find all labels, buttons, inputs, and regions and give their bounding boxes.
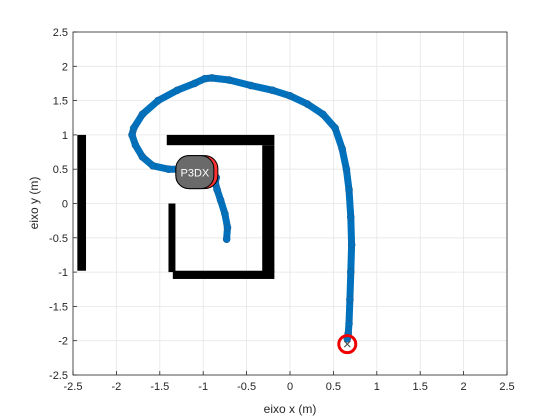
y-tick-label: 1.5 [53,96,68,108]
x-tick-label: -0.5 [237,381,256,393]
wall-segment [166,134,275,146]
path-point [213,185,221,194]
y-tick-label: 0 [62,199,68,211]
path-point [331,124,339,132]
x-tick-label: -2 [112,381,122,393]
path-point [190,79,199,88]
x-tick-label: -1.5 [150,381,169,393]
path-point [221,209,229,218]
path-point [346,295,354,304]
y-tick-label: 0.5 [53,164,68,176]
obstacle-walls [77,134,275,279]
y-tick-label: -1 [58,267,68,279]
x-tick-labels: -2.5 -2 -1.5 -1 -0.5 0 0.5 1 1.5 2 2.5 [64,381,515,393]
wall-segment [77,134,87,271]
x-tick-label: 0.5 [326,381,341,393]
path-point [201,74,209,83]
path-point [347,240,356,249]
y-tick-label: 2 [62,61,68,73]
wall-segment [168,203,176,273]
path-point [154,96,162,105]
path-point [286,91,294,100]
path-point [247,81,255,90]
path-point [131,141,140,149]
target-marker [337,334,358,355]
path-point [216,196,225,204]
path-point [138,110,147,119]
tick-marks [72,31,508,376]
path-point [208,74,216,82]
y-tick-label: 2.5 [53,27,68,39]
y-tick-label: -1.5 [49,301,68,313]
path-point [319,110,327,119]
x-tick-label: 1.5 [413,381,428,393]
target-cross-b [343,340,351,348]
y-tick-labels: -2.5 -2 -1.5 -1 -0.5 0 0.5 1 1.5 2 2.5 [49,27,68,382]
path-point [225,76,234,84]
x-tick-label: 1 [374,381,380,393]
x-axis-label: eixo x (m) [264,402,317,416]
y-tick-label: -0.5 [49,233,68,245]
path-point [129,124,138,132]
x-tick-label: 2 [461,381,467,393]
path-point [222,235,231,243]
wall-segment [172,270,275,279]
path-point [268,86,277,95]
robot-marker: P3DX [175,155,219,190]
path-point [346,213,355,222]
x-tick-label: -2.5 [64,381,83,393]
y-tick-label: -2.5 [49,370,68,382]
x-tick-label: 2.5 [499,381,514,393]
target-circle [337,334,358,355]
path-point [223,223,232,232]
wall-segment [262,145,275,273]
y-tick-label: 1 [62,130,68,142]
path-point [338,144,346,153]
path-point [303,100,312,108]
path-point [173,86,181,95]
robot-body [175,155,215,190]
path-point [149,161,157,170]
path-point [164,165,173,173]
path-point [345,185,353,194]
x-tick-label: 0 [287,381,293,393]
path-point [346,268,355,276]
path-point [138,153,147,161]
path-point [345,319,353,328]
robot-label: P3DX [180,168,209,180]
path-point [128,131,136,139]
y-axis-label: eixo y (m) [27,177,41,230]
path-point [342,165,351,173]
y-tick-label: -2 [58,336,68,348]
x-tick-label: -1 [198,381,208,393]
